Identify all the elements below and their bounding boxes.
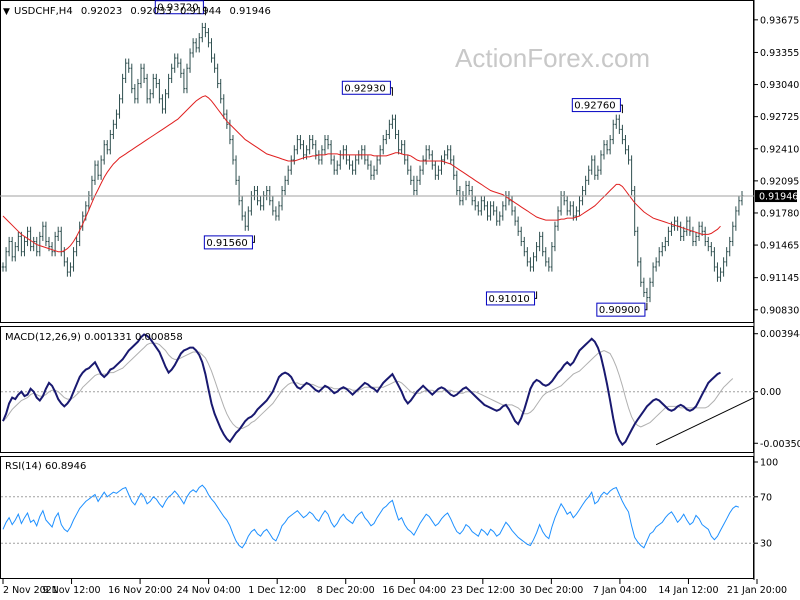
time-tick-label: 8 Dec 20:00 <box>317 585 375 596</box>
level-annotation-leader <box>252 235 255 243</box>
level-annotation-box <box>596 302 646 317</box>
level-annotation-label: 0.93720 <box>157 3 198 14</box>
level-annotation-leader <box>534 291 538 299</box>
time-tick-label: 24 Nov 04:00 <box>177 585 241 596</box>
level-annotation-label: 0.90900 <box>599 305 640 316</box>
time-tick-label: 14 Jan 12:00 <box>658 585 718 596</box>
rsi-axis-tick-label: 30 <box>760 539 772 550</box>
watermark: ActionForex.com <box>455 43 650 73</box>
level-annotation-leader <box>644 302 648 311</box>
macd-signal-line <box>2 342 734 429</box>
low-value: 0.91944 <box>180 6 221 17</box>
level-annotation-box <box>341 80 391 95</box>
price-axis-tick-label: 0.93355 <box>760 48 799 59</box>
moving-average-line <box>2 95 721 253</box>
price-axis-tick-label: 0.90830 <box>760 305 799 316</box>
level-annotation-box <box>203 235 253 250</box>
macd-axis-tick-label: 0.00 <box>760 387 781 398</box>
time-tick-label: 23 Dec 12:00 <box>451 585 515 596</box>
level-annotation-leader <box>203 6 206 16</box>
rsi-axis-tick-label: 100 <box>760 458 778 469</box>
time-tick-label: 16 Dec 04:00 <box>382 585 446 596</box>
macd-line <box>2 333 721 447</box>
symbol-label: USDCHF,H4 <box>14 6 73 17</box>
macd-trendline <box>655 397 755 446</box>
current-price-box <box>755 190 797 203</box>
macd-axis-tick-label: 0.003944 <box>760 329 800 340</box>
level-annotation-label: 0.92760 <box>574 101 615 112</box>
rsi-line <box>2 484 740 549</box>
high-value: 0.92033 <box>130 6 171 17</box>
price-axis-tick-label: 0.93675 <box>760 15 799 26</box>
svg-text:USDCHF,H4 0.92023: USDCHF,H4 0.92023 0.92033 0.91944 0.9194… <box>14 6 271 17</box>
time-tick-label: 1 Dec 12:00 <box>248 585 306 596</box>
rsi-axis-tick-label: 70 <box>760 492 772 503</box>
level-annotation-leader <box>620 104 623 114</box>
time-tick-label: 9 Nov 12:00 <box>43 585 101 596</box>
price-header: ▼ USDCHF,H4 0.92023 0.92033 0.91944 0.91… <box>3 6 271 17</box>
price-layer: 0.93675 0.93355 0.93040 0.92725 0.92410 0.920… <box>0 0 799 317</box>
time-tick-label: 7 Jan 04:00 <box>593 585 647 596</box>
price-axis-tick-label: 0.92725 <box>760 112 799 123</box>
price-axis-tick-label: 0.92410 <box>760 144 799 155</box>
level-annotation-box <box>154 0 204 15</box>
level-annotation-box <box>485 291 536 306</box>
price-axis-tick-label: 0.92095 <box>760 176 799 187</box>
macd-panel-frame <box>0 326 754 453</box>
level-annotation-leader <box>390 87 393 96</box>
macd-header: MACD(12,26,9) 0.001331 0.000858 <box>5 332 183 343</box>
macd-axis-tick-label: -0.003506 <box>760 439 800 450</box>
close-value: 0.91946 <box>230 6 271 17</box>
macd-layer: 0.003944 0.00 -0.003506 <box>1 329 800 450</box>
current-price-label: 0.91946 <box>759 192 798 203</box>
header-dropdown-icon[interactable]: ▼ <box>3 7 10 17</box>
level-annotation-label: 0.92930 <box>344 83 385 94</box>
rsi-layer: 100 70 30 <box>1 458 778 550</box>
price-axis-tick-label: 0.91780 <box>760 208 799 219</box>
rsi-header: RSI(14) 60.8946 <box>5 461 86 472</box>
level-annotation-box <box>571 98 621 113</box>
time-tick-label: 30 Dec 20:00 <box>519 585 583 596</box>
price-axis-tick-label: 0.91465 <box>760 241 799 252</box>
price-axis-tick-label: 0.91145 <box>760 273 799 284</box>
level-annotation-label: 0.91010 <box>488 294 529 305</box>
time-tick-label: 16 Nov 20:00 <box>108 585 172 596</box>
level-annotation-label: 0.91560 <box>206 238 247 249</box>
time-tick-label: 2 Nov 2021 <box>3 585 58 596</box>
open-value: 0.92023 <box>81 6 122 17</box>
time-tick-label: 21 Jan 20:00 <box>727 585 787 596</box>
price-axis-tick-label: 0.93040 <box>760 80 799 91</box>
